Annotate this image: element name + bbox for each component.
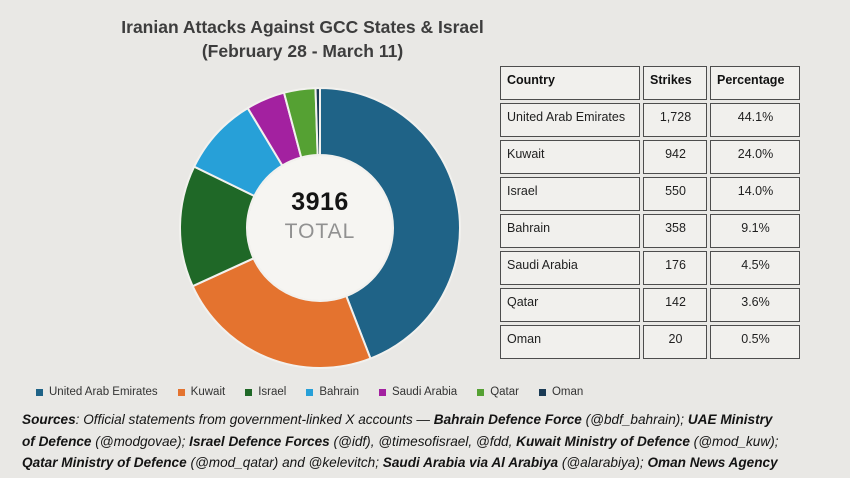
legend-label: Qatar	[490, 386, 519, 398]
table-header-row: Country Strikes Percentage	[500, 66, 800, 100]
sources-text: Sources: Official statements from govern…	[22, 409, 837, 474]
legend-item-uae: United Arab Emirates	[36, 386, 158, 398]
legend-label: Oman	[551, 386, 584, 398]
column-header-country: Country	[500, 66, 640, 100]
table-row: Qatar 142 3.6%	[500, 288, 800, 322]
donut-slice-1	[191, 257, 372, 369]
cell-strikes: 1,728	[643, 103, 707, 137]
donut-slice-0	[319, 87, 461, 360]
chart-title-line1: Iranian Attacks Against GCC States & Isr…	[121, 17, 484, 37]
legend-label: Israel	[258, 386, 287, 398]
table-row: Bahrain 358 9.1%	[500, 214, 800, 248]
table-row: United Arab Emirates 1,728 44.1%	[500, 103, 800, 137]
legend-swatch-icon	[538, 388, 546, 396]
cell-strikes: 20	[643, 325, 707, 359]
legend-swatch-icon	[177, 388, 185, 396]
chart-legend: United Arab Emirates Kuwait Israel Bahra…	[36, 386, 636, 398]
cell-strikes: 358	[643, 214, 707, 248]
legend-swatch-icon	[477, 388, 485, 396]
legend-label: United Arab Emirates	[49, 386, 158, 398]
cell-percentage: 4.5%	[710, 251, 800, 285]
cell-country: Israel	[500, 177, 640, 211]
legend-item-saudi-arabia: Saudi Arabia	[378, 386, 458, 398]
cell-percentage: 14.0%	[710, 177, 800, 211]
legend-item-oman: Oman	[538, 386, 584, 398]
legend-swatch-icon	[245, 388, 253, 396]
cell-strikes: 550	[643, 177, 707, 211]
table-row: Saudi Arabia 176 4.5%	[500, 251, 800, 285]
cell-country: Saudi Arabia	[500, 251, 640, 285]
sources-line: Sources: Official statements from govern…	[22, 412, 773, 427]
legend-label: Kuwait	[190, 386, 226, 398]
cell-strikes: 176	[643, 251, 707, 285]
cell-percentage: 0.5%	[710, 325, 800, 359]
column-header-strikes: Strikes	[643, 66, 707, 100]
chart-title: Iranian Attacks Against GCC States & Isr…	[55, 15, 550, 63]
cell-strikes: 942	[643, 140, 707, 174]
legend-item-kuwait: Kuwait	[177, 386, 226, 398]
cell-country: Qatar	[500, 288, 640, 322]
legend-label: Saudi Arabia	[391, 386, 458, 398]
sources-line: of Defence (@modgovae); Israel Defence F…	[22, 433, 779, 449]
donut-hole	[248, 156, 392, 300]
donut-chart	[178, 86, 462, 370]
cell-percentage: 44.1%	[710, 103, 800, 137]
cell-country: Bahrain	[500, 214, 640, 248]
cell-country: Oman	[500, 325, 640, 359]
legend-swatch-icon	[378, 388, 386, 396]
legend-swatch-icon	[36, 388, 43, 396]
chart-title-line2: (February 28 - March 11)	[201, 41, 404, 61]
legend-item-israel: Israel	[245, 386, 286, 398]
column-header-percentage: Percentage	[710, 66, 800, 100]
donut-chart-svg	[179, 87, 461, 369]
cell-percentage: 24.0%	[710, 140, 800, 174]
table-row: Kuwait 942 24.0%	[500, 140, 800, 174]
strikes-table: Country Strikes Percentage United Arab E…	[497, 63, 803, 362]
sources-line: Qatar Ministry of Defence (@mod_qatar) a…	[22, 455, 778, 471]
table-row: Oman 20 0.5%	[500, 325, 800, 359]
legend-item-qatar: Qatar	[477, 386, 519, 398]
cell-country: Kuwait	[500, 140, 640, 174]
legend-label: Bahrain	[319, 386, 359, 398]
cell-country: United Arab Emirates	[500, 103, 640, 137]
legend-swatch-icon	[306, 388, 314, 396]
table-row: Israel 550 14.0%	[500, 177, 800, 211]
donut-slice-6	[314, 87, 321, 157]
cell-percentage: 3.6%	[710, 288, 800, 322]
cell-percentage: 9.1%	[710, 214, 800, 248]
legend-item-bahrain: Bahrain	[306, 386, 359, 398]
cell-strikes: 142	[643, 288, 707, 322]
